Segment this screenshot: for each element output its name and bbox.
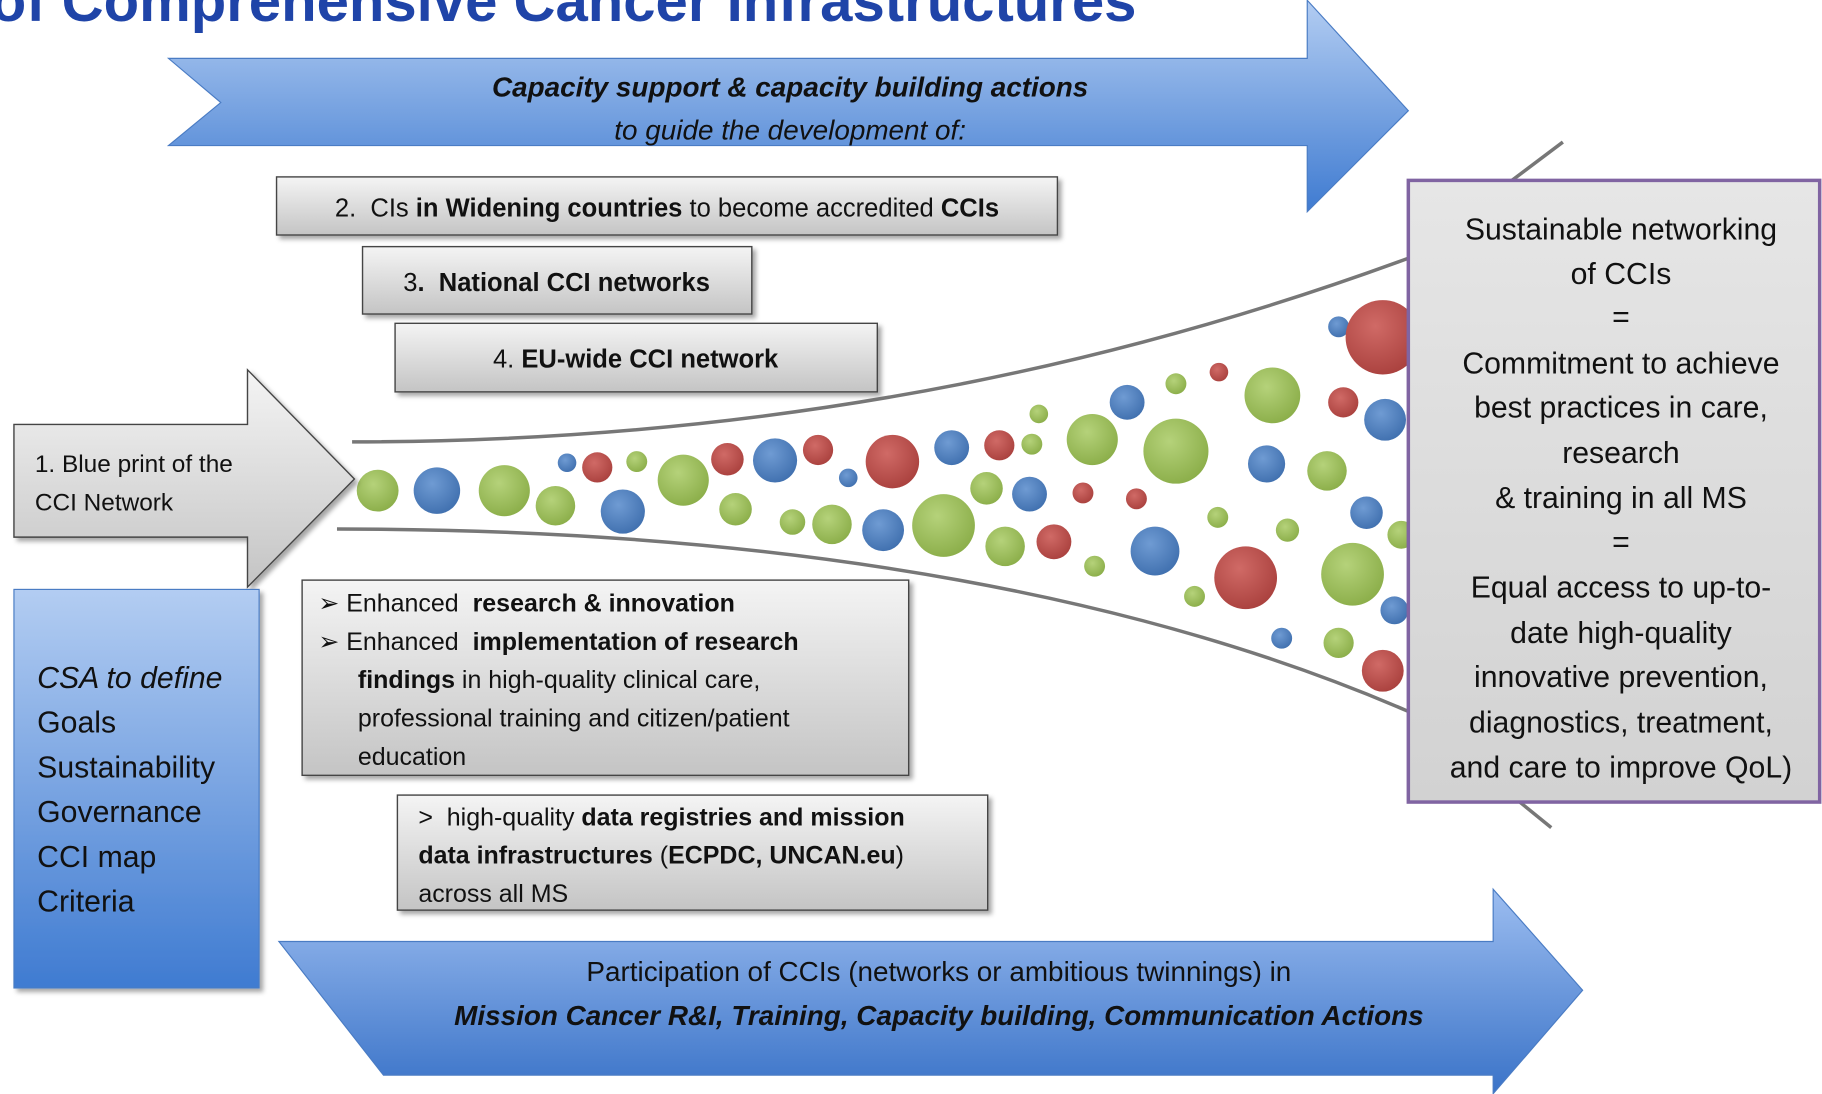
result-line: innovative prevention, [1474,661,1768,694]
data-box [396,794,989,911]
csa-item: Governance [37,796,202,829]
result-line: Commitment to achieve [1462,347,1779,380]
bottom-arrow-line2: Mission Cancer R&I, Training, Capacity b… [454,1000,1424,1031]
csa-item: Criteria [37,885,135,918]
result-line: Sustainable networking [1465,214,1777,247]
result-line: research [1562,437,1680,470]
outcomes-text: ➢ Enhanced research & innovation ➢ Enhan… [318,589,798,770]
outcome-line: ➢ Enhanced research & innovation [318,589,734,617]
csa-item: CCI map [37,841,156,874]
box4 [394,322,878,393]
box4-text: 4. EU-wide CCI network [493,345,779,373]
outcomes-box [301,579,910,777]
result-line: diagnostics, treatment, [1469,706,1773,739]
result-line: Equal access to up-to- [1471,572,1772,605]
box3-text: 3. National CCI networks [403,269,710,297]
title: of Comprehensive Cancer Infrastructures [0,0,1136,34]
outcome-line: professional training and citizen/patien… [358,705,790,733]
outcome-line: findings in high-quality clinical care, [358,666,760,694]
box1-line2: CCI Network [35,489,174,516]
data-line: data infrastructures (ECPDC, UNCAN.eu) [418,842,904,870]
data-box-text: > high-quality data registries and missi… [418,803,904,908]
result-line: of CCIs [1571,258,1672,291]
csa-item: Sustainability [37,752,216,785]
csa-box [13,588,260,989]
result-line: & training in all MS [1495,482,1747,515]
bottom-arrow [277,887,1584,1094]
csa-items: Goals Sustainability Governance CCI map … [37,706,216,918]
result-line: and care to improve QoL) [1450,752,1792,785]
outcome-line: education [358,743,466,771]
result-line: = [1612,526,1630,559]
bottom-arrow-line1: Participation of CCIs (networks or ambit… [586,956,1291,987]
result-text: Sustainable networking of CCIs = Commitm… [1450,214,1792,785]
box2 [275,176,1059,236]
data-line: > high-quality data registries and missi… [418,803,904,831]
top-arrow-line2: to guide the development of: [614,115,966,146]
csa-heading: CSA to define [37,662,222,695]
csa-item: Goals [37,706,116,739]
outcome-line: ➢ Enhanced implementation of research [318,628,798,656]
top-arrow [166,0,1410,214]
box3 [361,245,753,315]
result-box [1406,178,1822,804]
box1-line1: 1. Blue print of the [35,451,233,478]
bubbles [356,300,1420,692]
funnel-bottom [336,527,1553,829]
funnel-top [352,140,1564,444]
result-line: = [1612,301,1630,334]
arrow1 [13,368,356,589]
data-line: across all MS [418,880,568,908]
box2-text: 2. CIs in Widening countries to become a… [335,194,999,222]
result-line: date high-quality [1510,617,1733,650]
top-arrow-line1: Capacity support & capacity building act… [492,72,1088,103]
result-line: best practices in care, [1474,391,1768,424]
